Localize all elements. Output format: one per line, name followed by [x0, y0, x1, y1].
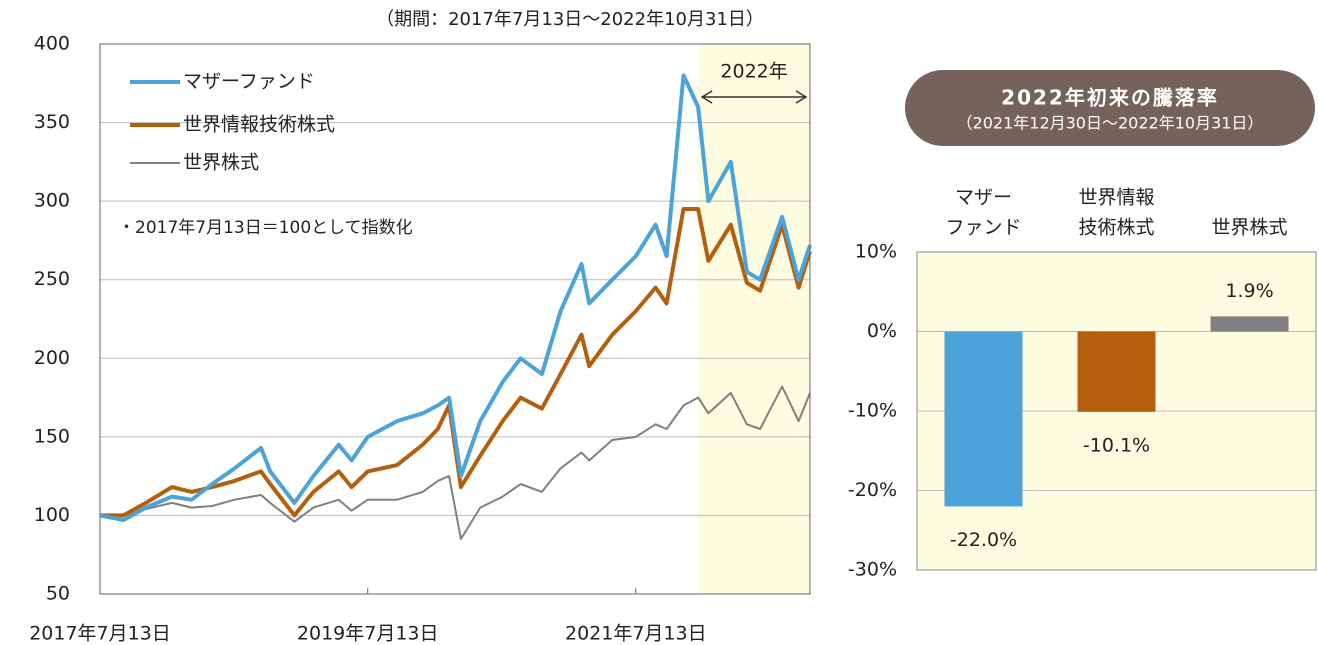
y-tick-label: 10%: [855, 241, 897, 263]
legend-label: マザーファンド: [183, 71, 315, 93]
series-line: [99, 73, 812, 523]
chart-title: （期間：2017年7月13日～2022年10月31日）: [376, 9, 764, 30]
highlight-label: 2022年: [720, 61, 787, 83]
category-label: マザー: [955, 187, 1012, 209]
legend-label: 世界情報技術株式: [183, 114, 335, 136]
x-tick-label: 2019年7月13日: [297, 623, 439, 645]
series-line: [100, 385, 811, 540]
y-tick-label: 300: [34, 190, 70, 212]
y-tick-label: 250: [34, 268, 70, 290]
panel-title: 2022年初来の騰落率: [1001, 86, 1219, 110]
bar: [944, 331, 1023, 507]
y-tick-label: 50: [46, 583, 70, 605]
y-tick-label: 400: [34, 33, 70, 55]
series-line: [100, 207, 812, 518]
y-tick-label: 350: [34, 111, 70, 133]
badge: [905, 70, 1315, 146]
panel-subtitle: （2021年12月30日～2022年10月31日）: [957, 114, 1264, 133]
y-tick-label: -30%: [848, 559, 897, 581]
value-label: 1.9%: [1225, 280, 1273, 302]
category-label: 世界情報: [1078, 187, 1154, 209]
y-tick-label: 100: [34, 504, 70, 526]
highlight-arrow: [700, 90, 808, 104]
plot-frame: [99, 43, 811, 595]
y-tick-label: 150: [34, 425, 70, 447]
x-tick-label: 2021年7月13日: [565, 623, 707, 645]
value-label: -10.1%: [1083, 434, 1150, 456]
category-label: ファンド: [945, 217, 1021, 239]
bar: [1077, 331, 1156, 412]
y-tick-label: 200: [34, 347, 70, 369]
highlight-region: [698, 44, 810, 594]
annotation: ・2017年7月13日＝100として指数化: [118, 218, 413, 238]
category-label: 世界株式: [1211, 217, 1287, 239]
bar: [1210, 316, 1289, 332]
value-label: -22.0%: [950, 529, 1017, 551]
y-tick-label: 0%: [867, 320, 897, 342]
x-tick-label: 2017年7月13日: [29, 623, 171, 645]
category-label: 技術株式: [1078, 217, 1154, 239]
y-tick-label: -20%: [848, 479, 897, 501]
y-tick-label: -10%: [848, 400, 897, 422]
legend-label: 世界株式: [183, 152, 259, 174]
